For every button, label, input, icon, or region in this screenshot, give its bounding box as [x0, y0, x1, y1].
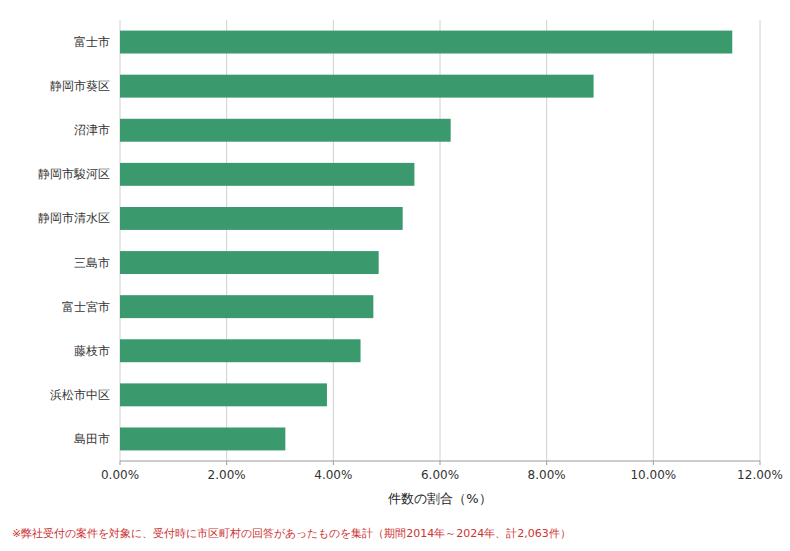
bar	[120, 119, 451, 142]
grid	[120, 20, 760, 461]
x-axis: 0.00% 2.00% 4.00% 6.00% 8.00% 10.00% 12.00%	[101, 461, 783, 482]
category-label: 静岡市駿河区	[38, 167, 110, 181]
bar	[120, 207, 403, 230]
category-label: 富士宮市	[62, 300, 110, 314]
category-label: 島田市	[74, 432, 110, 446]
category-label: 浜松市中区	[50, 388, 110, 402]
x-axis-line	[120, 461, 760, 462]
tick-label: 6.00%	[421, 468, 459, 482]
category-label: 富士市	[74, 35, 110, 49]
category-label: 沼津市	[74, 123, 110, 137]
bar	[120, 163, 414, 186]
grid-line	[653, 20, 654, 461]
bar	[120, 75, 594, 98]
bars	[120, 31, 732, 451]
bar	[120, 339, 361, 362]
tick-mark	[760, 461, 761, 465]
tick-label: 2.00%	[208, 468, 246, 482]
page: {"chart_data": {"type": "bar", "orientat…	[0, 0, 790, 551]
y-axis: 島田市 浜松市中区 藤枝市 富士宮市 三島市 静岡市清水区静岡市駿河区 沼津市 静岡市葵区 富士…	[38, 35, 110, 446]
x-axis-title: 件数の割合（%）	[388, 491, 491, 506]
bar	[120, 383, 327, 406]
category-label: 静岡市清水区	[38, 211, 110, 225]
bar	[120, 31, 732, 54]
tick-mark	[546, 461, 547, 465]
chart-container: 0.00% 2.00% 4.00% 6.00% 8.00% 10.00% 12.00% 島田市…	[0, 0, 790, 551]
tick-mark	[120, 461, 121, 465]
tick-mark	[440, 461, 441, 465]
chart-svg: 0.00% 2.00% 4.00% 6.00% 8.00% 10.00% 12.00% 島田市…	[0, 0, 790, 551]
tick-label: 8.00%	[528, 468, 566, 482]
tick-mark	[333, 461, 334, 465]
tick-label: 4.00%	[314, 468, 352, 482]
category-label: 藤枝市	[74, 344, 110, 358]
tick-mark	[653, 461, 654, 465]
grid-line	[760, 20, 761, 461]
category-label: 静岡市葵区	[50, 79, 110, 93]
bar	[120, 251, 379, 274]
tick-label: 12.00%	[737, 468, 783, 482]
bar	[120, 427, 285, 450]
footnote: ※弊社受付の案件を対象に、受付時に市区町村の回答があったものを集計（期間2014…	[12, 527, 571, 540]
tick-label: 10.00%	[630, 468, 676, 482]
tick-mark	[226, 461, 227, 465]
bar	[120, 295, 373, 318]
tick-label: 0.00%	[101, 468, 139, 482]
category-label: 三島市	[74, 256, 110, 270]
